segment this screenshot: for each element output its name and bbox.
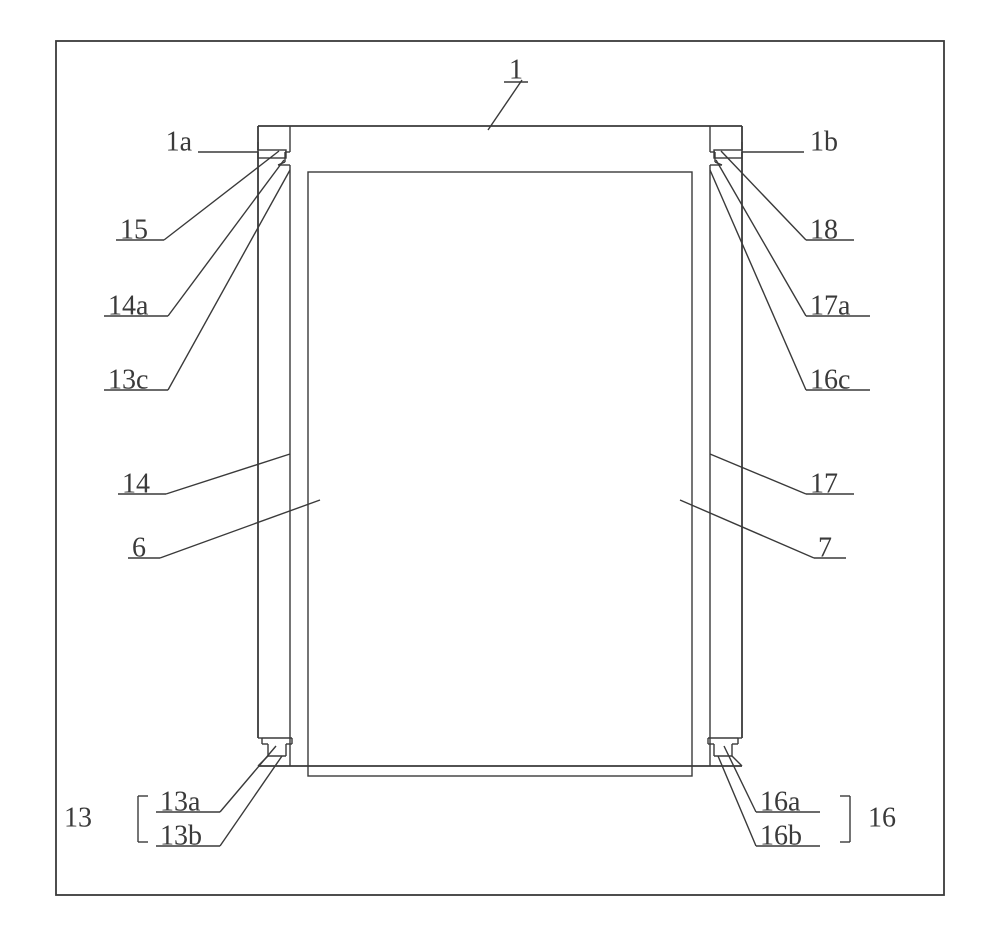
svg-text:14: 14 [122,468,150,499]
svg-text:17a: 17a [810,290,851,321]
svg-text:16b: 16b [760,820,802,851]
svg-text:1a: 1a [166,126,193,157]
svg-text:16c: 16c [810,364,850,395]
svg-text:1b: 1b [810,126,838,157]
svg-text:6: 6 [132,532,146,563]
diagram-canvas: 11a1b1514a13c1461817a16c17713a13b16a16b1… [0,0,1000,933]
svg-text:17: 17 [810,468,838,499]
svg-text:16a: 16a [760,786,801,817]
svg-text:7: 7 [818,532,832,563]
svg-text:13b: 13b [160,820,202,851]
front-plate [308,172,692,776]
svg-text:18: 18 [810,214,838,245]
svg-text:15: 15 [120,214,148,245]
svg-text:13: 13 [64,802,92,833]
svg-text:14a: 14a [108,290,149,321]
svg-text:13a: 13a [160,786,201,817]
svg-text:13c: 13c [108,364,148,395]
svg-text:16: 16 [868,802,896,833]
